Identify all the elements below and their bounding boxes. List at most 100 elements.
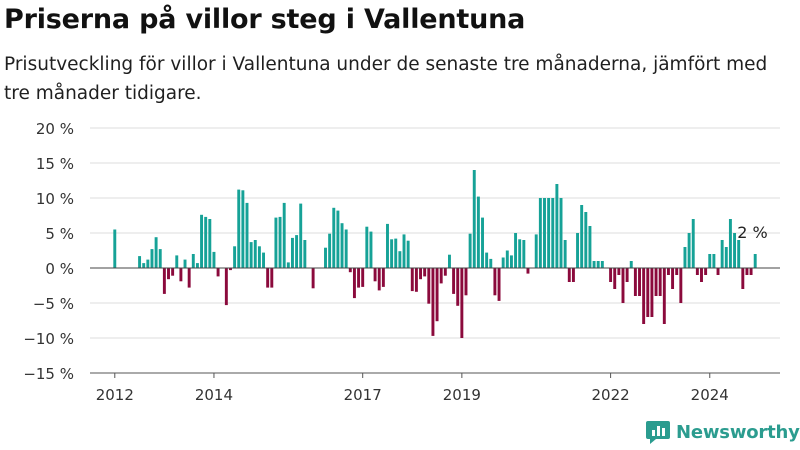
bar (162, 268, 166, 294)
bar (229, 268, 232, 271)
bar (708, 254, 712, 268)
bar (472, 170, 476, 268)
bar (328, 233, 332, 268)
bar (183, 259, 187, 268)
bar (282, 202, 286, 268)
bar (658, 268, 662, 296)
y-tick-label: −10 % (23, 330, 74, 348)
bar (423, 268, 427, 277)
bar (456, 268, 460, 306)
bar (179, 268, 183, 282)
bar (448, 254, 451, 268)
y-axis-tick-labels: 20 % 15 % 10 % 5 % 0 % −5 % −10 % −15 % (23, 120, 74, 383)
bar (200, 214, 204, 268)
bar (638, 268, 641, 296)
bar (625, 268, 629, 282)
bar (386, 223, 389, 268)
y-tick-label: −15 % (23, 365, 74, 383)
bar (666, 268, 670, 275)
bar (253, 240, 257, 268)
bar (460, 268, 464, 338)
bar (402, 234, 406, 268)
bars (113, 170, 757, 338)
bar (427, 268, 431, 304)
bar (390, 239, 394, 268)
bar (224, 268, 228, 306)
bar (476, 196, 480, 268)
bar (204, 216, 208, 268)
bar (642, 268, 646, 324)
bar (654, 268, 658, 296)
bar (687, 233, 691, 268)
x-tick-label: 2017 (344, 386, 382, 404)
bar (613, 268, 617, 289)
bar (357, 268, 361, 288)
bar (286, 262, 290, 268)
bar (414, 268, 418, 292)
bar (588, 226, 592, 268)
y-tick-label: 10 % (36, 190, 74, 208)
bar (216, 268, 220, 277)
bar (373, 268, 377, 282)
bar (543, 198, 546, 268)
bar (509, 255, 513, 268)
bar (505, 250, 509, 268)
bar (737, 240, 741, 268)
bar (410, 268, 414, 292)
bar (381, 268, 385, 287)
bar (352, 268, 356, 299)
bar (431, 268, 435, 336)
bar (691, 219, 695, 268)
bar (208, 219, 212, 268)
bar (683, 247, 687, 268)
x-tick-label: 2022 (592, 386, 630, 404)
bar (406, 240, 410, 268)
bar (311, 268, 315, 289)
bar (142, 263, 146, 268)
bar (332, 207, 336, 268)
bar (344, 229, 348, 268)
bar (187, 268, 191, 288)
bar (365, 226, 369, 268)
bar (646, 268, 650, 317)
bar (278, 216, 282, 268)
bar (171, 268, 175, 276)
bar (501, 257, 505, 268)
bar (629, 261, 633, 268)
bar (245, 202, 249, 268)
bar (617, 268, 621, 275)
bar (113, 229, 117, 268)
bar (290, 237, 294, 268)
bar (551, 198, 555, 268)
bar (398, 251, 402, 268)
annotations: 2 % (737, 223, 767, 242)
bar (559, 198, 563, 268)
bar (584, 212, 588, 268)
bar (600, 261, 604, 268)
bar (419, 268, 422, 280)
bar (138, 256, 142, 268)
bar (695, 268, 699, 275)
bar (191, 254, 195, 268)
bar (158, 249, 162, 268)
bar (468, 233, 472, 268)
bar (633, 268, 637, 296)
bar (526, 268, 530, 274)
last-value-label: 2 % (737, 223, 767, 242)
bar (728, 219, 732, 268)
bar (195, 263, 199, 268)
bar (481, 217, 484, 268)
bar (452, 268, 456, 294)
bar (489, 258, 493, 268)
bar (662, 268, 666, 324)
bar (671, 268, 675, 289)
y-tick-label: 15 % (36, 155, 74, 173)
bar (394, 238, 398, 268)
bar (262, 252, 265, 268)
bar (580, 205, 584, 268)
x-axis: 2012 2014 2017 2019 2022 2024 (90, 372, 780, 404)
logo-text: Newsworthy (676, 421, 800, 443)
bar (493, 268, 497, 296)
x-tick-label: 2019 (443, 386, 481, 404)
bar (324, 247, 327, 268)
